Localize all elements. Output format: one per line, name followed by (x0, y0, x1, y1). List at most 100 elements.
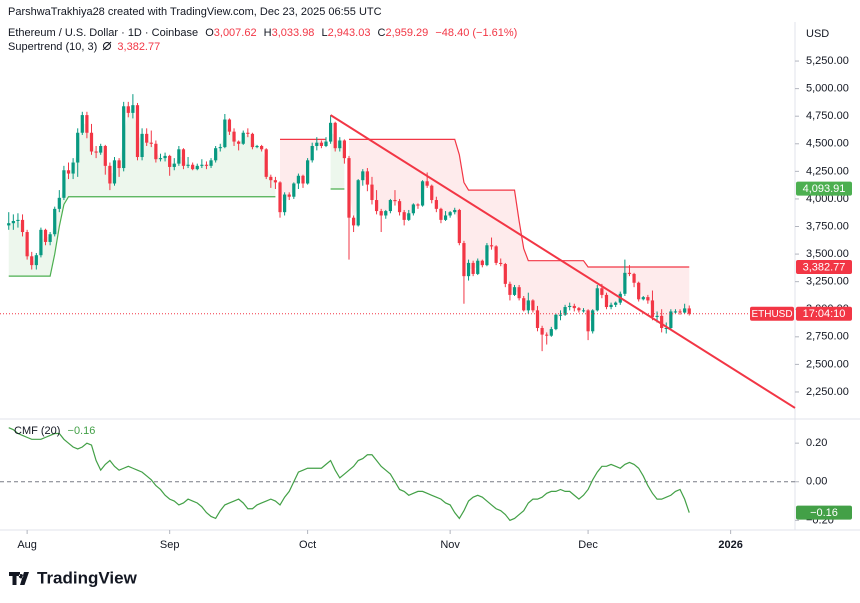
x-tick-label: Aug (17, 539, 37, 551)
y-tick-label: 3,250.00 (806, 276, 849, 288)
cmf-legend: CMF (20) −0.16 (14, 425, 95, 438)
candle-body (223, 119, 227, 148)
candle-body (577, 308, 581, 311)
candle-body (301, 175, 305, 184)
candle-body (646, 297, 650, 301)
candle-body (328, 122, 333, 142)
candle-body (200, 164, 204, 166)
credit: ParshwaTrakhiya28 created with TradingVi… (8, 6, 382, 18)
candle-body (365, 171, 369, 185)
candle-body (324, 141, 328, 146)
x-tick-label: Nov (440, 539, 460, 551)
candle-body (356, 180, 360, 226)
candle-body (379, 211, 383, 216)
candle-body (48, 234, 52, 242)
supertrend-fill (280, 139, 326, 204)
candle-body (94, 151, 98, 153)
candle-body (145, 133, 149, 143)
candle-body (283, 194, 287, 213)
candle-body (558, 314, 563, 316)
supertrend-fill (330, 132, 345, 189)
candle-body (7, 223, 11, 226)
candle-body (122, 106, 126, 169)
candle-body (453, 209, 457, 213)
y-tick-label: 2,500.00 (806, 358, 849, 370)
candle-body (287, 194, 291, 197)
candle-body (333, 122, 337, 149)
candle-body (315, 142, 319, 146)
candle-body (241, 132, 245, 144)
candle-body (430, 185, 434, 201)
candle-body (338, 140, 342, 149)
x-tick-label: Sep (160, 539, 180, 551)
candle-body (108, 165, 112, 184)
ohlc-key: H (263, 27, 272, 39)
candle-body (604, 294, 609, 308)
candle-body (278, 182, 282, 213)
candle-body (177, 149, 181, 164)
candle-body (609, 304, 613, 308)
y-tick-label: 0.20 (806, 437, 827, 449)
candle-body (149, 142, 153, 144)
candle-body (554, 314, 558, 330)
candle-body (232, 131, 236, 142)
candle-body (660, 315, 664, 328)
candle-body (374, 200, 379, 212)
candle-body (126, 106, 130, 113)
y-tick-label: 4,500.00 (806, 138, 849, 150)
candle-body (600, 288, 604, 295)
y-tick-label: 5,250.00 (806, 55, 849, 67)
candle-body (71, 162, 75, 174)
candle-body (140, 133, 144, 158)
price-pane (7, 94, 691, 352)
candle-body (407, 213, 411, 220)
countdown-box (796, 306, 852, 321)
candle-body (30, 256, 34, 266)
candle-body (103, 145, 107, 166)
candle-body (25, 232, 29, 257)
candle-body (66, 170, 71, 174)
candle-body (471, 262, 475, 274)
candle-body (632, 273, 636, 283)
candle-body (351, 217, 356, 226)
candle-body (411, 204, 415, 214)
candle-body (393, 200, 397, 202)
candle-body (416, 204, 420, 206)
candle-body (563, 307, 567, 315)
candle-body (512, 287, 517, 295)
cmf-label-box (796, 505, 852, 520)
candle-body (637, 282, 641, 300)
candle-body (568, 305, 572, 308)
candle-body (650, 300, 655, 317)
y-tick-label: 2,250.00 (806, 386, 849, 398)
supertrend-label-box (796, 260, 852, 275)
candle-body (204, 164, 209, 166)
footer-brand: TradingView (37, 568, 138, 587)
candle-body (135, 105, 140, 158)
change: −48.40 (−1.61%) (435, 27, 518, 39)
candle-body (540, 327, 544, 335)
candle-body (191, 164, 195, 170)
candle-body (591, 310, 595, 332)
candle-body (420, 181, 425, 206)
cmf-pane (8, 427, 690, 522)
candle-body (494, 246, 498, 263)
ohlc-value: 2,943.03 (327, 27, 371, 39)
candle-body (683, 308, 687, 313)
candle-body (586, 310, 590, 332)
candle-body (209, 160, 213, 166)
candle-body (264, 149, 268, 177)
candle-body (572, 305, 576, 309)
logo-icon (9, 572, 29, 585)
x-tick-label: Oct (299, 539, 316, 551)
candle-body (53, 208, 57, 235)
indicator-value: 3,382.77 (117, 41, 161, 53)
candle-body (163, 155, 167, 159)
candle-body (34, 255, 38, 266)
candle-body (623, 272, 627, 294)
candle-body (673, 311, 678, 313)
candle-body (131, 105, 135, 113)
candle-body (370, 184, 374, 201)
x-tick-label: 2026 (718, 539, 742, 551)
y-tick-label: 2,750.00 (806, 331, 849, 343)
